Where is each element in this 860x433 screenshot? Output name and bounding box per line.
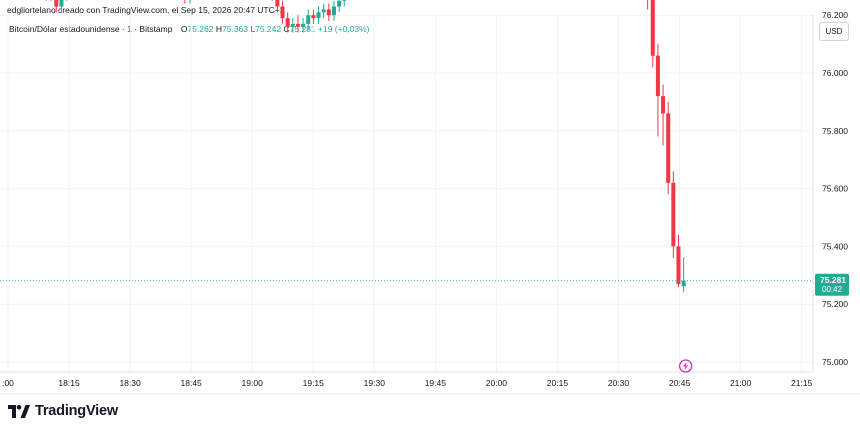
close-label: C [283, 24, 290, 34]
candle-body [337, 0, 342, 7]
tradingview-logo[interactable]: TradingView [8, 403, 118, 419]
time-tick-label: 18:15 [58, 378, 80, 388]
lightning-icon[interactable] [678, 359, 693, 373]
candle-body [321, 9, 326, 13]
candle [271, 0, 273, 1]
candle-body [285, 18, 290, 27]
candle [676, 234, 681, 287]
candle [337, 0, 342, 13]
high-label: H [215, 24, 222, 34]
price-tick-label: 75.000 [822, 357, 848, 367]
candle [189, 0, 191, 4]
time-tick-label: 18:45 [181, 378, 203, 388]
candle-body [650, 0, 655, 56]
candle-body [681, 280, 686, 287]
candle-body [59, 0, 64, 7]
time-tick-label: 19:30 [364, 378, 386, 388]
candle [671, 171, 676, 258]
candle [647, 0, 649, 10]
price-tick-label: 76.200 [822, 10, 848, 20]
price-badge: 75.281 00:42 [815, 273, 849, 296]
time-tick-label: 20:15 [547, 378, 569, 388]
candle [650, 0, 655, 68]
chart-caption: edgliortelano creado con TradingView.com… [7, 5, 285, 15]
tradingview-logo-text: TradingView [35, 403, 118, 419]
low-label: L [250, 24, 256, 34]
currency-button[interactable]: USD [819, 22, 849, 41]
candle-body [666, 113, 671, 183]
time-tick-label: :00 [2, 378, 14, 388]
candle [66, 0, 68, 1]
change-value: +19 (+0,03%) [318, 24, 370, 34]
symbol-name[interactable]: Bitcoin/Dólar estadounidense · 1 · Bitst… [9, 24, 173, 34]
candle [184, 0, 186, 4]
open-label: O [180, 24, 188, 34]
candle [275, 0, 280, 13]
price-tick-label: 76.000 [822, 68, 848, 78]
time-tick-label: 19:45 [425, 378, 447, 388]
candle [321, 3, 326, 19]
candle [45, 0, 47, 1]
candle [54, 0, 59, 13]
candle [306, 9, 311, 30]
candle [326, 3, 331, 21]
candle [290, 18, 295, 33]
candle-body [275, 0, 280, 7]
time-tick-label: 18:30 [119, 378, 141, 388]
time-tick-label: 21:00 [730, 378, 752, 388]
time-tick-label: 20:45 [669, 378, 691, 388]
time-tick-label: 19:00 [242, 378, 264, 388]
candle [59, 0, 64, 13]
candle [661, 84, 666, 146]
candle-body [671, 182, 676, 247]
candle [666, 101, 671, 195]
price-tick-label: 75.800 [822, 126, 848, 136]
price-badge-value: 75.281 [820, 275, 846, 285]
time-tick-label: 19:15 [303, 378, 325, 388]
event-marker-bolt [683, 362, 689, 370]
low-value: 75.242 [255, 24, 282, 34]
candle [331, 0, 336, 21]
candle [681, 257, 686, 293]
candle-body [342, 0, 347, 1]
candle [301, 18, 306, 33]
tradingview-logo-icon [8, 404, 30, 418]
price-badge-countdown: 00:42 [822, 285, 843, 294]
chart-grid [0, 14, 813, 372]
price-tick-label: 75.200 [822, 299, 848, 309]
candle-body [54, 0, 59, 7]
candle-body [295, 23, 300, 27]
candles [45, 0, 686, 293]
candle [280, 0, 285, 24]
price-axis[interactable]: 75.000 75.200 75.400 75.600 75.800 76.000 76.2… [822, 0, 848, 367]
candle-body [290, 23, 295, 27]
candle [295, 15, 300, 33]
candle [311, 9, 316, 24]
candle-body [661, 96, 666, 114]
time-tick-label: 20:00 [486, 378, 508, 388]
candle-body [326, 9, 331, 16]
candle [316, 6, 321, 24]
open-value: 75.262 [187, 24, 214, 34]
candle-body [301, 23, 306, 27]
candle-body [676, 246, 681, 284]
price-badge-box [815, 273, 849, 296]
time-axis[interactable]: :00 18:15 18:30 18:45 19:00 19:15 19:30 19:45 20… [2, 378, 812, 388]
price-tick-label: 75.600 [822, 184, 848, 194]
candle-body [311, 15, 316, 19]
candle [285, 12, 290, 33]
candle [50, 0, 52, 1]
candle [655, 44, 660, 137]
candle-body [331, 6, 336, 16]
candle-body [655, 55, 660, 97]
time-tick-label: 20:30 [608, 378, 630, 388]
candle [342, 0, 347, 7]
price-tick-label: 75.400 [822, 241, 848, 251]
high-value: 75.363 [222, 24, 248, 34]
candle-body [306, 15, 311, 24]
time-tick-label: 21:15 [791, 378, 813, 388]
candle-body [280, 6, 285, 19]
candle-body [316, 12, 321, 19]
